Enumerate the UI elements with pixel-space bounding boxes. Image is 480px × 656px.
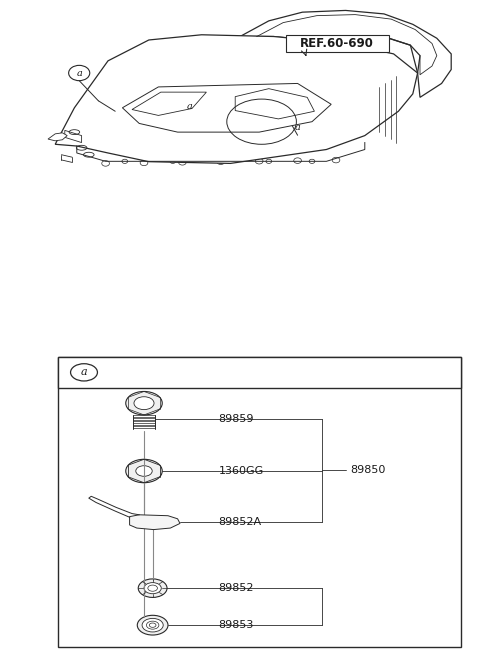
- Circle shape: [179, 159, 186, 165]
- Text: REF.60-690: REF.60-690: [300, 37, 374, 51]
- Circle shape: [301, 115, 308, 121]
- Circle shape: [126, 392, 162, 415]
- Circle shape: [140, 160, 148, 165]
- Circle shape: [154, 85, 161, 90]
- Circle shape: [102, 161, 109, 166]
- Text: 89853: 89853: [218, 620, 254, 630]
- Polygon shape: [122, 83, 331, 132]
- Circle shape: [134, 397, 154, 409]
- Circle shape: [71, 363, 97, 381]
- Circle shape: [146, 621, 159, 629]
- Polygon shape: [48, 133, 67, 141]
- Text: a: a: [187, 102, 192, 112]
- Circle shape: [137, 615, 168, 635]
- Text: a: a: [76, 68, 82, 77]
- Circle shape: [69, 66, 90, 81]
- Text: a: a: [295, 123, 300, 132]
- Circle shape: [148, 585, 157, 591]
- Circle shape: [122, 159, 128, 163]
- Circle shape: [294, 158, 301, 163]
- Circle shape: [119, 106, 126, 110]
- Circle shape: [138, 104, 145, 109]
- Circle shape: [232, 100, 291, 143]
- Circle shape: [189, 83, 195, 89]
- Circle shape: [217, 159, 225, 165]
- Circle shape: [309, 102, 315, 107]
- Polygon shape: [130, 515, 180, 529]
- Circle shape: [136, 121, 143, 126]
- Circle shape: [218, 159, 224, 163]
- Polygon shape: [240, 10, 451, 97]
- Polygon shape: [55, 35, 418, 163]
- Text: 1360GG: 1360GG: [218, 466, 264, 476]
- Circle shape: [217, 82, 224, 87]
- Circle shape: [243, 108, 280, 135]
- Circle shape: [287, 120, 308, 135]
- Circle shape: [208, 130, 215, 134]
- Text: 89852: 89852: [218, 583, 254, 593]
- Circle shape: [280, 84, 287, 89]
- Circle shape: [249, 83, 255, 88]
- Text: 89850: 89850: [350, 465, 386, 475]
- Circle shape: [170, 159, 176, 163]
- Circle shape: [149, 623, 156, 627]
- FancyBboxPatch shape: [286, 35, 389, 52]
- Text: 89859: 89859: [218, 413, 254, 424]
- Circle shape: [237, 129, 243, 134]
- Circle shape: [301, 88, 308, 93]
- Circle shape: [136, 466, 152, 476]
- Circle shape: [266, 159, 272, 163]
- Circle shape: [144, 516, 161, 527]
- Circle shape: [179, 99, 200, 114]
- Circle shape: [144, 583, 161, 594]
- Circle shape: [332, 157, 340, 163]
- Circle shape: [138, 579, 167, 598]
- Circle shape: [253, 115, 270, 128]
- Circle shape: [265, 129, 272, 134]
- Bar: [58, 357, 461, 647]
- Text: a: a: [81, 367, 87, 377]
- Circle shape: [255, 158, 263, 164]
- Circle shape: [126, 459, 162, 483]
- Circle shape: [309, 159, 315, 163]
- Text: 89852A: 89852A: [218, 517, 262, 527]
- Circle shape: [142, 619, 163, 632]
- Bar: [58, 357, 461, 388]
